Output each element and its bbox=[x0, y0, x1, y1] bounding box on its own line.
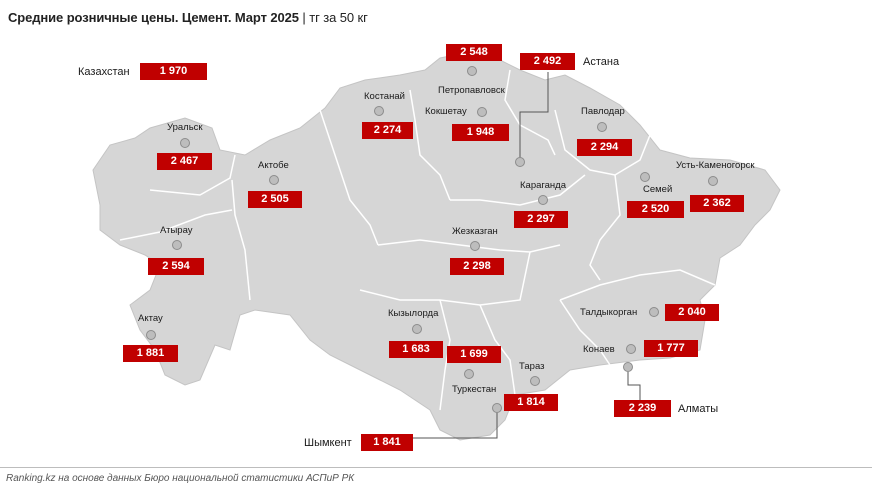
city-petropavlovsk: Петропавловск bbox=[438, 85, 505, 96]
marker-kostanay-icon bbox=[374, 106, 384, 116]
marker-uralsk-icon bbox=[180, 138, 190, 148]
marker-atyrau-icon bbox=[172, 240, 182, 250]
value-astana: 2 492 bbox=[520, 53, 575, 70]
leader-lines bbox=[413, 72, 641, 439]
marker-turkestan-icon bbox=[464, 369, 474, 379]
city-kokshetau: Кокшетау bbox=[425, 106, 467, 117]
city-taraz: Тараз bbox=[519, 361, 545, 372]
marker-petropavlovsk-icon bbox=[467, 66, 477, 76]
national-value: 1 970 bbox=[140, 63, 207, 80]
national-label: Казахстан bbox=[78, 66, 130, 78]
value-uralsk: 2 467 bbox=[157, 153, 212, 170]
source-note: Ranking.kz на основе данных Бюро национа… bbox=[6, 473, 355, 484]
city-semey: Семей bbox=[643, 184, 673, 195]
title-main: Средние розничные цены. Цемент. Март 202… bbox=[8, 10, 299, 25]
city-kyzylorda: Кызылорда bbox=[388, 308, 439, 319]
value-kostanay: 2 274 bbox=[362, 122, 413, 139]
value-almaty: 2 239 bbox=[614, 400, 671, 417]
marker-almaty-icon bbox=[623, 362, 633, 372]
city-aktau: Актау bbox=[138, 313, 163, 324]
city-aktobe: Актобе bbox=[258, 160, 289, 171]
city-ust-kamenogorsk: Усть-Каменогорск bbox=[676, 160, 755, 171]
chart-title: Средние розничные цены. Цемент. Март 202… bbox=[8, 10, 368, 25]
marker-semey-icon bbox=[640, 172, 650, 182]
marker-karaganda-icon bbox=[538, 195, 548, 205]
value-kyzylorda: 1 683 bbox=[389, 341, 443, 358]
value-shymkent: 1 841 bbox=[361, 434, 413, 451]
footer-divider bbox=[0, 467, 872, 468]
marker-shymkent-icon bbox=[492, 403, 502, 413]
city-astana: Астана bbox=[583, 56, 620, 68]
value-taraz: 1 814 bbox=[504, 394, 558, 411]
value-pavlodar: 2 294 bbox=[577, 139, 632, 156]
marker-konaev-icon bbox=[626, 344, 636, 354]
value-turkestan: 1 699 bbox=[447, 346, 501, 363]
value-kokshetau: 1 948 bbox=[452, 124, 509, 141]
marker-taraz-icon bbox=[530, 376, 540, 386]
city-konaev: Конаев bbox=[583, 344, 615, 355]
value-petropavlovsk: 2 548 bbox=[446, 44, 502, 61]
city-kostanay: Костанай bbox=[364, 91, 405, 102]
city-turkestan: Туркестан bbox=[452, 384, 497, 395]
value-ust-kamenogorsk: 2 362 bbox=[690, 195, 744, 212]
marker-aktau-icon bbox=[146, 330, 156, 340]
marker-astana-icon bbox=[515, 157, 525, 167]
city-pavlodar: Павлодар bbox=[581, 106, 625, 117]
marker-aktobe-icon bbox=[269, 175, 279, 185]
value-semey: 2 520 bbox=[627, 201, 684, 218]
value-aktau: 1 881 bbox=[123, 345, 178, 362]
marker-ust-kamenogorsk-icon bbox=[708, 176, 718, 186]
title-separator: | bbox=[302, 10, 306, 25]
marker-pavlodar-icon bbox=[597, 122, 607, 132]
value-taldykorgan: 2 040 bbox=[665, 304, 719, 321]
marker-taldykorgan-icon bbox=[649, 307, 659, 317]
marker-kyzylorda-icon bbox=[412, 324, 422, 334]
marker-zhezkazgan-icon bbox=[470, 241, 480, 251]
marker-kokshetau-icon bbox=[477, 107, 487, 117]
value-karaganda: 2 297 bbox=[514, 211, 568, 228]
city-atyrau: Атырау bbox=[160, 225, 193, 236]
city-uralsk: Уральск bbox=[167, 122, 203, 133]
city-almaty: Алматы bbox=[678, 403, 719, 415]
city-karaganda: Караганда bbox=[520, 180, 566, 191]
city-shymkent: Шымкент bbox=[304, 437, 352, 449]
region-borders bbox=[119, 69, 716, 411]
value-atyrau: 2 594 bbox=[148, 258, 204, 275]
value-aktobe: 2 505 bbox=[248, 191, 302, 208]
title-unit: тг за 50 кг bbox=[309, 10, 368, 25]
value-konaev: 1 777 bbox=[644, 340, 698, 357]
city-zhezkazgan: Жезказган bbox=[452, 226, 498, 237]
value-zhezkazgan: 2 298 bbox=[450, 258, 504, 275]
city-taldykorgan: Талдыкорган bbox=[580, 307, 638, 318]
